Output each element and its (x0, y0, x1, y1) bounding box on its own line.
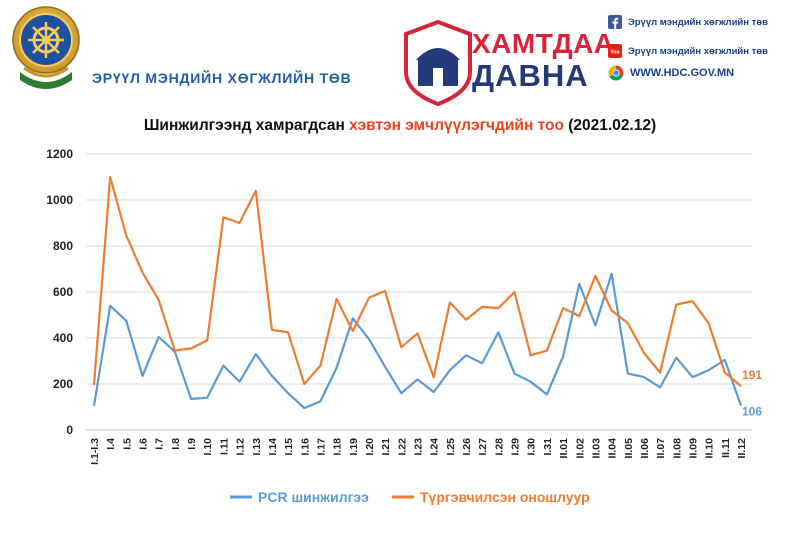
youtube-text: Эрүүл мэндийн хөгжлийн төв (628, 45, 768, 57)
y-tick-label: 0 (66, 423, 73, 437)
x-tick-label: I.18 (332, 438, 344, 456)
x-tick-label: I.16 (299, 438, 311, 456)
svg-text:You: You (610, 50, 619, 56)
x-tick-label: II.05 (623, 438, 635, 459)
x-tick-label: II.01 (558, 438, 570, 459)
campaign-title-line1: ХАМТДАА (472, 28, 615, 59)
x-tick-label: I.13 (251, 438, 263, 456)
x-tick-label: I.6 (138, 438, 150, 450)
x-tick-label: I.30 (526, 438, 538, 456)
x-tick-label: II.03 (590, 438, 602, 459)
x-tick-label: II.09 (687, 438, 699, 459)
x-tick-label: I.19 (348, 438, 360, 456)
x-tick-label: II.06 (639, 438, 651, 459)
y-tick-label: 200 (53, 377, 73, 391)
campaign-logo-icon (404, 20, 472, 106)
x-tick-label: II.02 (574, 438, 586, 459)
x-tick-label: I.24 (429, 438, 441, 456)
legend-label: Түргэвчилсэн оношлуур (420, 489, 590, 505)
line-chart: 0 200 400 600 800 1000 1200 I.1-I.3 I.4 I.5 I.6 I.7… (46, 147, 762, 505)
x-tick-label: I.27 (477, 438, 489, 456)
x-tick-label: I.22 (396, 438, 408, 456)
x-tick-label: I.14 (267, 438, 279, 456)
facebook-text: Эрүүл мэндийн хөгжлийн төв (628, 16, 768, 28)
x-tick-label: II.10 (704, 438, 716, 459)
x-tick-label: I.21 (380, 438, 392, 456)
x-tick-label: II.07 (655, 438, 667, 459)
chart-title-part1: Шинжилгээнд хамрагдсан (143, 117, 350, 134)
y-tick-label: 800 (53, 239, 73, 253)
chart-title-part2: (2021.02.12) (563, 117, 657, 134)
emblem-seal-icon (12, 6, 80, 89)
youtube-icon: You (608, 44, 622, 58)
x-tick-label: I.31 (542, 438, 554, 456)
facebook-icon (608, 15, 622, 29)
x-tick-label: I.23 (413, 438, 425, 456)
youtube-link[interactable]: You Эрүүл мэндийн хөгжлийн төв (608, 44, 768, 58)
x-tick-label: I.8 (170, 438, 182, 450)
y-tick-label: 600 (53, 285, 73, 299)
x-tick-label: I.28 (493, 438, 505, 456)
x-tick-label: I.17 (315, 438, 327, 456)
end-data-label: 191 (742, 368, 762, 382)
series-line-pcr (92, 272, 743, 410)
y-tick-label: 400 (53, 331, 73, 345)
website-text: WWW.HDC.GOV.MN (630, 67, 735, 79)
x-tick-label: I.15 (283, 438, 295, 456)
x-tick-label: II.08 (671, 438, 683, 459)
y-tick-label: 1200 (46, 147, 73, 161)
y-tick-label: 1000 (46, 193, 73, 207)
legend-label: PCR шинжилгээ (258, 489, 369, 505)
x-tick-label: II.12 (736, 438, 748, 459)
chart-title: Шинжилгээнд хамрагдсан хэвтэн эмчлүүлэгч… (0, 117, 800, 135)
x-tick-label: I.29 (510, 438, 522, 456)
series-line-rapid (92, 175, 742, 387)
x-tick-label: I.12 (235, 438, 247, 456)
x-tick-label: I.5 (121, 438, 133, 450)
x-tick-label: II.04 (607, 438, 619, 459)
org-name: ЭРҮҮЛ МЭНДИЙН ХӨГЖЛИЙН ТӨВ (92, 70, 352, 86)
x-tick-label: I.25 (445, 438, 457, 456)
x-tick-label: I.1-I.3 (89, 438, 101, 465)
x-tick-label: I.4 (105, 438, 117, 450)
campaign-title-line2: ДАВНА (472, 58, 589, 93)
end-data-label: 106 (742, 404, 762, 418)
x-tick-label: I.26 (461, 438, 473, 456)
header: ЭРҮҮЛ МЭНДИЙН ХӨГЖЛИЙН ТӨВ ХАМТДАА ДАВНА… (0, 0, 800, 110)
chart-title-highlight: хэвтэн эмчлүүлэгчдийн тоо (349, 117, 564, 134)
x-tick-label: I.10 (202, 438, 214, 456)
x-tick-label: II.11 (720, 438, 732, 458)
chrome-icon (608, 65, 624, 81)
x-tick-label: I.7 (154, 438, 166, 450)
facebook-link[interactable]: Эрүүл мэндийн хөгжлийн төв (608, 15, 768, 29)
x-tick-label: I.9 (186, 438, 198, 450)
x-tick-label: I.20 (364, 438, 376, 456)
x-tick-label: I.11 (218, 438, 230, 455)
website-link[interactable]: WWW.HDC.GOV.MN (608, 65, 734, 81)
